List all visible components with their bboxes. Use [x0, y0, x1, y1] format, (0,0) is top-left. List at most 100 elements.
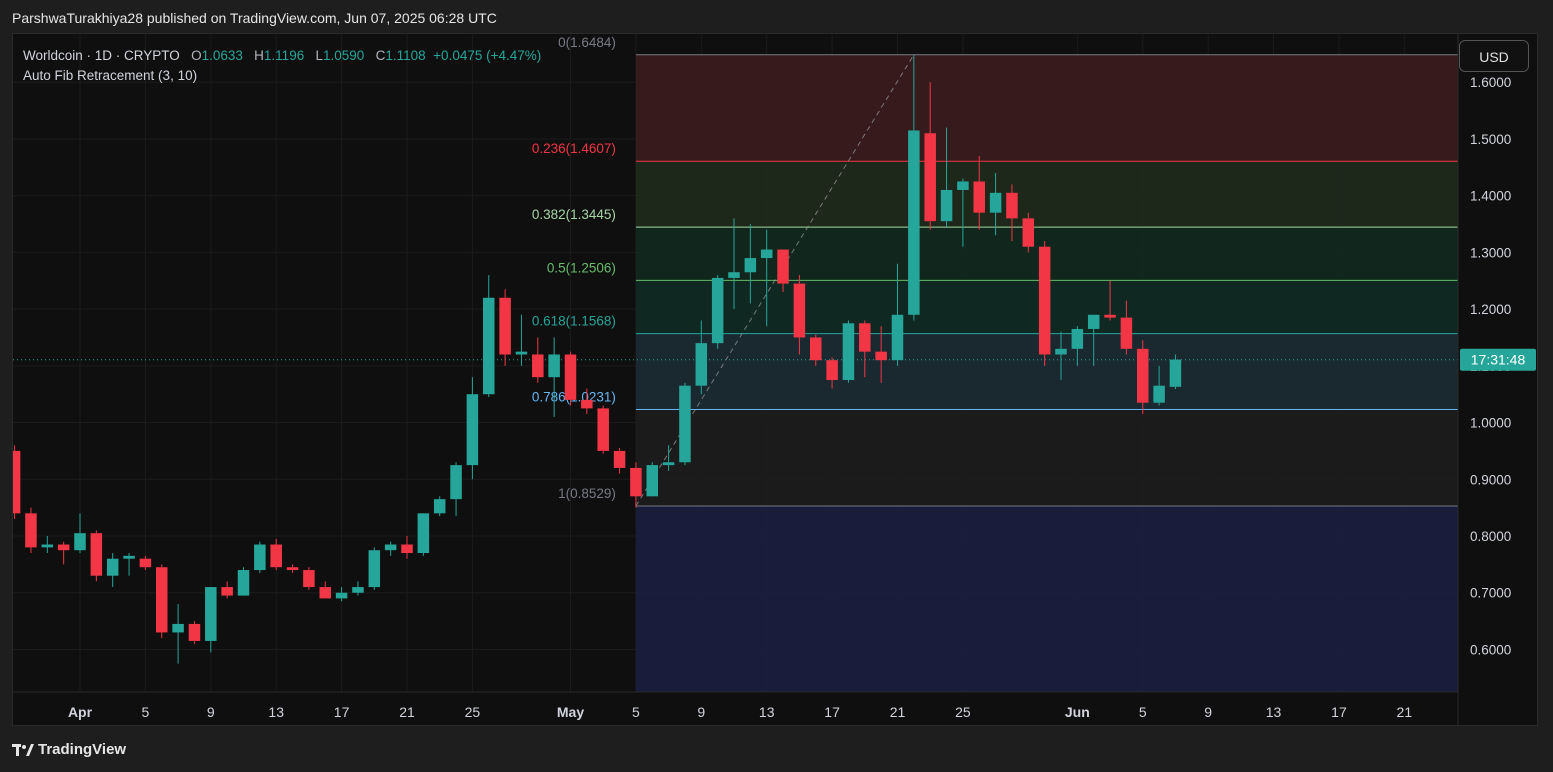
time-tick-label: 25	[955, 704, 971, 720]
candle-up	[123, 555, 135, 559]
time-tick-label: 9	[697, 704, 705, 720]
time-tick-label: 13	[759, 704, 775, 720]
chart-frame[interactable]: 0(1.6484) 0.236(1.4607) 0.382(1.3445) 0.5(1…	[12, 33, 1538, 726]
price-tick-label: 1.4000	[1470, 189, 1511, 204]
candle-up	[74, 533, 86, 551]
price-tick-label: 0.6000	[1470, 642, 1511, 657]
candle-up	[989, 192, 1002, 213]
candle-up	[842, 323, 855, 381]
candle-up	[891, 314, 904, 361]
candle-up	[1055, 348, 1067, 355]
candle-up	[172, 623, 184, 633]
price-tick-label: 1.5000	[1470, 132, 1511, 147]
countdown-badge	[1460, 348, 1536, 371]
time-tick-label: 9	[1204, 704, 1212, 720]
chart-legend: Worldcoin · 1D · CRYPTO O1.0633 H1.1196 …	[23, 46, 541, 86]
candle-down	[532, 354, 544, 378]
candle-down	[1104, 314, 1116, 318]
candle-down	[221, 587, 233, 596]
candle-up	[352, 587, 364, 593]
candle-up	[1153, 385, 1165, 403]
fib-level-label-0.618: 0.618(1.1568)	[532, 314, 616, 329]
time-tick-label: 21	[399, 704, 415, 720]
fib-level-label-0.236: 0.236(1.4607)	[532, 141, 616, 156]
candle-up	[711, 277, 724, 344]
candle-up	[1071, 328, 1084, 349]
fib-level-label-0.382: 0.382(1.3445)	[532, 207, 616, 222]
candle-down	[1120, 317, 1133, 349]
candle-up	[744, 258, 757, 273]
price-tick-label: 1.0000	[1470, 416, 1511, 431]
symbol-name[interactable]: Worldcoin · 1D · CRYPTO	[23, 48, 180, 63]
price-tick-label: 0.7000	[1470, 586, 1511, 601]
candle-up	[1087, 314, 1100, 329]
countdown-label: 17:31:48	[1471, 352, 1526, 368]
candle-down	[859, 323, 871, 352]
high-label: H	[254, 48, 264, 63]
candle-up	[483, 297, 495, 395]
time-tick-label: 5	[1139, 704, 1147, 720]
indicator-label[interactable]: Auto Fib Retracement (3, 10)	[23, 68, 198, 83]
candle-down	[499, 297, 511, 355]
candle-up	[728, 272, 740, 278]
change-value: +0.0475 (+4.47%)	[433, 48, 542, 63]
candle-down	[1006, 192, 1018, 219]
candle-down	[597, 408, 609, 451]
time-tick-label: 17	[824, 704, 840, 720]
candle-up	[41, 544, 54, 548]
candle-down	[188, 623, 201, 641]
candle-down	[156, 567, 168, 633]
candle-down	[630, 467, 642, 497]
candle-up	[254, 544, 266, 571]
candle-down	[303, 570, 315, 588]
candle-up	[548, 354, 560, 378]
fib-zone-0.236	[635, 161, 1458, 228]
candle-down	[25, 513, 37, 548]
fib-level-label-1: 1(0.8529)	[558, 486, 616, 501]
candle-down	[139, 558, 152, 568]
price-tick-label: 1.3000	[1470, 245, 1511, 260]
candle-up	[335, 592, 348, 599]
publisher-line: ParshwaTurakhiya28 published on TradingV…	[12, 10, 497, 26]
candle-down	[924, 133, 936, 222]
close-value: 1.1108	[385, 48, 426, 63]
time-tick-label: 13	[268, 704, 284, 720]
candle-down	[793, 283, 806, 338]
footer-brand[interactable]: TradingView	[12, 741, 126, 758]
candle-down	[613, 450, 626, 468]
candle-down	[401, 544, 413, 554]
candle-up	[433, 499, 446, 514]
time-tick-label: 21	[890, 704, 906, 720]
candle-up	[646, 465, 658, 497]
price-tick-label: 0.8000	[1470, 529, 1511, 544]
candle-up	[237, 570, 250, 596]
time-tick-label: 5	[142, 704, 150, 720]
price-axis-bg	[1458, 34, 1537, 725]
time-tick-label: 21	[1397, 704, 1413, 720]
candle-up	[368, 550, 381, 588]
candle-up	[760, 249, 773, 259]
candle-up	[908, 130, 920, 315]
candle-down	[581, 399, 593, 409]
candle-down	[57, 544, 70, 551]
candle-down	[270, 544, 282, 568]
time-tick-label: 17	[1331, 704, 1347, 720]
candle-down	[810, 337, 822, 361]
candle-down	[973, 181, 985, 213]
fib-level-label-0.5: 0.5(1.2506)	[547, 260, 616, 275]
open-value: 1.0633	[201, 48, 243, 63]
currency-button[interactable]: USD	[1459, 40, 1529, 72]
ohlc-row: Worldcoin · 1D · CRYPTO O1.0633 H1.1196 …	[23, 46, 541, 66]
candle-down	[1137, 348, 1149, 403]
candle-down	[13, 450, 21, 514]
time-tick-label: 25	[465, 704, 481, 720]
candlestick-chart[interactable]: 0(1.6484) 0.236(1.4607) 0.382(1.3445) 0.5(1…	[13, 34, 1538, 726]
candle-up	[450, 465, 462, 500]
candle-up	[515, 351, 528, 355]
candle-down	[564, 354, 577, 400]
candle-up	[940, 189, 953, 222]
fib-zone-0	[635, 54, 1458, 162]
price-tick-label: 0.9000	[1470, 472, 1511, 487]
fib-zone-0.786	[635, 409, 1458, 507]
high-value: 1.1196	[263, 48, 305, 63]
